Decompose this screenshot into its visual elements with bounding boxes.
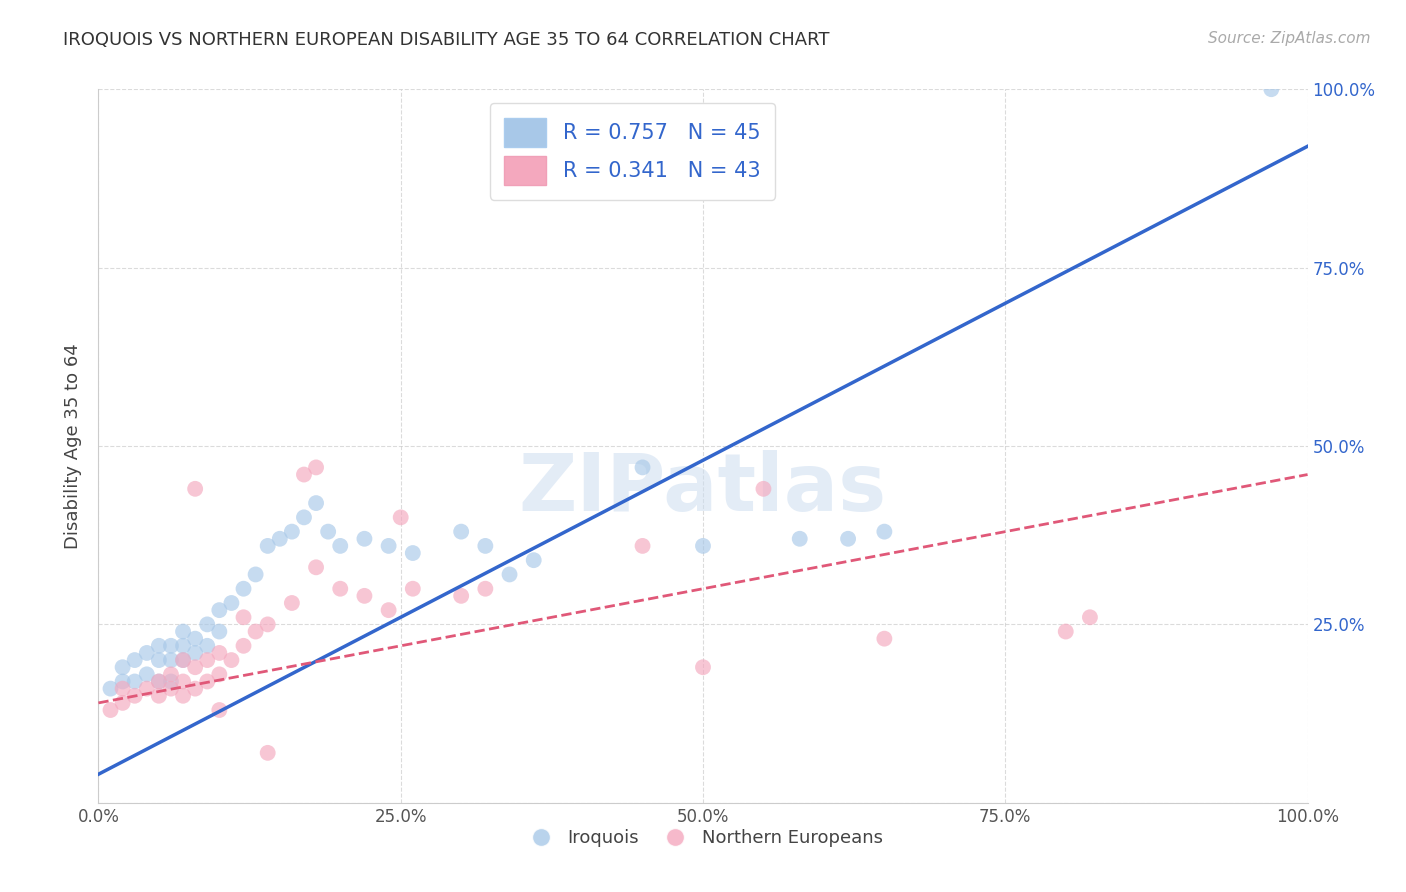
Point	[135, 681, 157, 696]
Point	[172, 689, 194, 703]
Point	[195, 639, 218, 653]
Y-axis label: Disability Age 35 to 64: Disability Age 35 to 64	[65, 343, 83, 549]
Point	[100, 703, 122, 717]
Point	[148, 689, 170, 703]
Point	[402, 582, 425, 596]
Point	[135, 667, 157, 681]
Point	[523, 553, 546, 567]
Point	[160, 653, 183, 667]
Point	[208, 646, 231, 660]
Point	[402, 546, 425, 560]
Point	[316, 524, 339, 539]
Point	[221, 596, 243, 610]
Point	[752, 482, 775, 496]
Point	[245, 567, 267, 582]
Point	[232, 639, 254, 653]
Point	[124, 653, 146, 667]
Point	[1078, 610, 1101, 624]
Point	[329, 539, 352, 553]
Point	[184, 660, 207, 674]
Point	[208, 703, 231, 717]
Point	[148, 639, 170, 653]
Point	[208, 624, 231, 639]
Point	[221, 653, 243, 667]
Point	[305, 496, 328, 510]
Point	[873, 632, 896, 646]
Point	[232, 582, 254, 596]
Point	[184, 681, 207, 696]
Point	[160, 681, 183, 696]
Legend: Iroquois, Northern Europeans: Iroquois, Northern Europeans	[515, 822, 891, 855]
Point	[148, 674, 170, 689]
Point	[195, 617, 218, 632]
Point	[837, 532, 859, 546]
Point	[172, 639, 194, 653]
Point	[1260, 82, 1282, 96]
Point	[450, 589, 472, 603]
Point	[377, 603, 399, 617]
Point	[111, 681, 134, 696]
Point	[184, 482, 207, 496]
Point	[245, 624, 267, 639]
Point	[111, 660, 134, 674]
Point	[692, 660, 714, 674]
Point	[873, 524, 896, 539]
Point	[789, 532, 811, 546]
Point	[389, 510, 412, 524]
Point	[160, 639, 183, 653]
Point	[353, 532, 375, 546]
Text: Source: ZipAtlas.com: Source: ZipAtlas.com	[1208, 31, 1371, 46]
Point	[172, 674, 194, 689]
Point	[111, 674, 134, 689]
Point	[631, 539, 654, 553]
Point	[498, 567, 520, 582]
Point	[232, 610, 254, 624]
Text: ZIPatlas: ZIPatlas	[519, 450, 887, 528]
Point	[474, 582, 496, 596]
Point	[195, 674, 218, 689]
Point	[195, 653, 218, 667]
Point	[692, 539, 714, 553]
Point	[184, 632, 207, 646]
Point	[124, 674, 146, 689]
Point	[100, 681, 122, 696]
Point	[329, 582, 352, 596]
Point	[353, 589, 375, 603]
Point	[305, 560, 328, 574]
Point	[148, 674, 170, 689]
Point	[256, 539, 278, 553]
Point	[208, 667, 231, 681]
Point	[184, 646, 207, 660]
Point	[292, 467, 315, 482]
Point	[269, 532, 291, 546]
Point	[172, 653, 194, 667]
Point	[281, 596, 304, 610]
Point	[305, 460, 328, 475]
Text: IROQUOIS VS NORTHERN EUROPEAN DISABILITY AGE 35 TO 64 CORRELATION CHART: IROQUOIS VS NORTHERN EUROPEAN DISABILITY…	[63, 31, 830, 49]
Point	[148, 653, 170, 667]
Point	[160, 674, 183, 689]
Point	[450, 524, 472, 539]
Point	[208, 603, 231, 617]
Point	[1054, 624, 1077, 639]
Point	[111, 696, 134, 710]
Point	[135, 646, 157, 660]
Point	[256, 746, 278, 760]
Point	[256, 617, 278, 632]
Point	[172, 624, 194, 639]
Point	[292, 510, 315, 524]
Point	[160, 667, 183, 681]
Point	[631, 460, 654, 475]
Point	[124, 689, 146, 703]
Point	[377, 539, 399, 553]
Point	[474, 539, 496, 553]
Point	[172, 653, 194, 667]
Point	[281, 524, 304, 539]
